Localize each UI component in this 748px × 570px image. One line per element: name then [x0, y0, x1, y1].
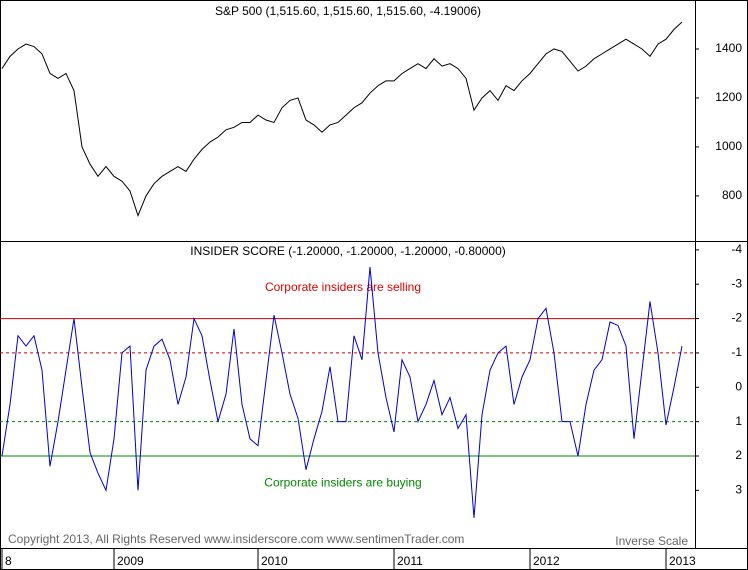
y-tick-label: 1000 — [715, 139, 742, 153]
y-tick-label: 0 — [735, 379, 742, 393]
y-tick-label: 1400 — [715, 41, 742, 55]
footer: Copyright 2013, All Rights Reserved www.… — [8, 532, 464, 546]
y-tick-label: 2 — [735, 448, 742, 462]
y-tick-label: -1 — [731, 345, 742, 359]
chart-title: S&P 500 (1,515.60, 1,515.60, 1,515.60, -… — [215, 4, 481, 18]
x-tick-label: 8 — [5, 554, 12, 568]
data-line — [1, 21, 683, 217]
x-tick-label: 2013 — [669, 554, 696, 568]
chart-title: INSIDER SCORE (-1.20000, -1.20000, -1.20… — [190, 244, 506, 258]
x-tick-label: 2009 — [117, 554, 144, 568]
scale-note: Inverse Scale — [615, 534, 688, 548]
x-tick-label: 2010 — [261, 554, 288, 568]
y-tick-label: 3 — [735, 483, 742, 497]
x-tick-label: 2012 — [533, 554, 560, 568]
data-line — [1, 267, 683, 518]
y-tick-label: 800 — [722, 188, 742, 202]
y-tick-label: 1200 — [715, 90, 742, 104]
y-tick-label: -3 — [731, 276, 742, 290]
y-tick-label: 1 — [735, 414, 742, 428]
x-tick-label: 2011 — [397, 554, 423, 568]
y-tick-label: -4 — [731, 242, 742, 256]
y-tick-label: -2 — [731, 311, 742, 325]
annotation: Corporate insiders are buying — [264, 476, 421, 490]
annotation: Corporate insiders are selling — [265, 280, 421, 294]
